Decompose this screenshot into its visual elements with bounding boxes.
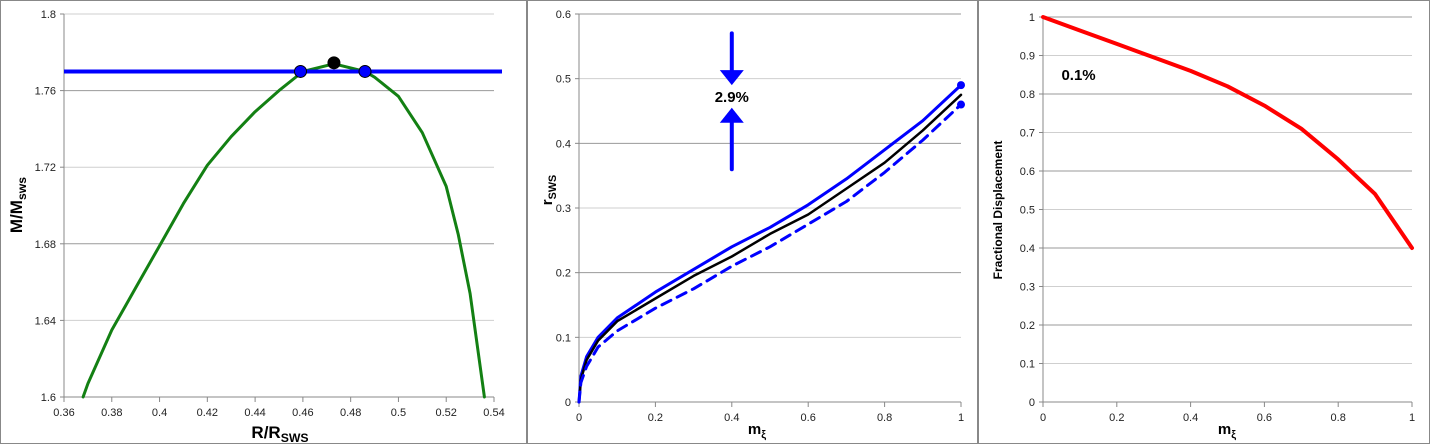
data-point bbox=[358, 64, 372, 78]
y-axis-label-subscript: sws bbox=[15, 177, 29, 200]
x-tick-label: 0.2 bbox=[648, 412, 663, 424]
panel-right-frame bbox=[978, 0, 1430, 444]
y-tick-label: 0.1 bbox=[556, 332, 571, 344]
x-tick-label: 0.42 bbox=[197, 407, 218, 419]
series-line-blue-solid bbox=[577, 83, 963, 404]
y-axis-label: Fractional Displacement bbox=[991, 141, 1005, 280]
data-point bbox=[294, 64, 307, 78]
y-tick-label: 1.8 bbox=[41, 9, 56, 21]
x-axis-label-subscript: ξ bbox=[761, 429, 766, 441]
y-tick-label: 1.72 bbox=[35, 162, 56, 174]
y-tick-label: 0.2 bbox=[1020, 320, 1035, 332]
y-tick-label: 1.64 bbox=[35, 315, 56, 327]
y-tick-label: 0.6 bbox=[556, 9, 571, 21]
x-tick-label: 0.8 bbox=[877, 412, 892, 424]
y-tick-label: 0.2 bbox=[556, 268, 571, 280]
y-axis-label-subscript: SWS bbox=[547, 175, 559, 200]
x-tick-label: 1 bbox=[958, 412, 964, 424]
chart-right: 0 0.1 0.2 0.3 0.4 0.5 0.6 0.7 0.8 0.9 1 0 0.2 0.4 0.6 0… bbox=[991, 12, 1415, 441]
x-tick-label: 0 bbox=[1040, 412, 1046, 424]
x-tick-label: 0.2 bbox=[1109, 412, 1124, 424]
series-line-blue-dashed bbox=[577, 103, 963, 404]
x-tick-label: 0.4 bbox=[1183, 412, 1198, 424]
x-tick-label: 0.48 bbox=[340, 407, 361, 419]
series-line-black-solid bbox=[577, 93, 963, 404]
series-line-mass-radius-curve bbox=[81, 62, 486, 399]
data-point bbox=[957, 100, 965, 109]
chart-middle: 00.10.20.30.40.50.60 0.2 0.4 0.6 0.8 12.9%mξr… bbox=[539, 9, 965, 441]
y-tick-label: 1.6 bbox=[41, 392, 56, 404]
y-tick-label: 0 bbox=[1029, 397, 1035, 409]
x-tick-label: 0.4 bbox=[152, 407, 167, 419]
y-tick-label: 1.76 bbox=[35, 86, 56, 98]
y-tick-label: 1 bbox=[1029, 12, 1035, 24]
x-tick-label: 0.54 bbox=[483, 407, 504, 419]
y-tick-label: 0.3 bbox=[1020, 282, 1035, 294]
x-axis-label-subscript: SWS bbox=[281, 431, 309, 444]
y-tick-label: 0.8 bbox=[1020, 89, 1035, 101]
y-tick-label: 0.6 bbox=[1020, 166, 1035, 178]
y-tick-label: 0 bbox=[565, 397, 571, 409]
panel-left-frame bbox=[0, 0, 527, 444]
arrow-head bbox=[719, 107, 744, 123]
x-tick-label: 0.6 bbox=[1257, 412, 1272, 424]
y-tick-label: 0.5 bbox=[1020, 205, 1035, 217]
y-tick-label: 0.3 bbox=[556, 203, 571, 215]
y-tick-label: 0.7 bbox=[1020, 128, 1035, 140]
x-tick-label: 0.36 bbox=[53, 407, 74, 419]
data-point bbox=[957, 81, 965, 90]
arrow-head bbox=[719, 70, 744, 86]
y-tick-label: 0.4 bbox=[556, 138, 571, 150]
x-tick-label: 0.5 bbox=[391, 407, 406, 419]
x-tick-label: 0 bbox=[576, 412, 582, 424]
x-tick-label: 0.8 bbox=[1331, 412, 1346, 424]
data-point bbox=[327, 56, 341, 70]
series-line-red-curve bbox=[1041, 15, 1414, 250]
y-tick-label: 0.4 bbox=[1020, 243, 1035, 255]
annotation-label: 2.9% bbox=[715, 89, 749, 106]
y-tick-label: 1.68 bbox=[35, 239, 56, 251]
x-tick-label: 0.38 bbox=[101, 407, 122, 419]
x-tick-label: 0.4 bbox=[724, 412, 739, 424]
x-tick-label: 1 bbox=[1409, 412, 1415, 424]
x-tick-label: 0.6 bbox=[801, 412, 816, 424]
x-tick-label: 0.46 bbox=[292, 407, 313, 419]
y-tick-label: 0.1 bbox=[1020, 359, 1035, 371]
x-tick-label: 0.44 bbox=[244, 407, 265, 419]
y-tick-label: 0.5 bbox=[556, 74, 571, 86]
y-tick-label: 0.9 bbox=[1020, 51, 1035, 63]
panel-middle-frame bbox=[527, 0, 978, 444]
x-tick-label: 0.52 bbox=[436, 407, 457, 419]
x-axis-label-subscript: ξ bbox=[1231, 429, 1236, 441]
chart-left: 1.6 1.64 1.68 1.72 1.76 1.8 0.36 0.38 0.4 0.42 0.4… bbox=[7, 9, 505, 444]
annotation-label: 0.1% bbox=[1061, 67, 1095, 84]
